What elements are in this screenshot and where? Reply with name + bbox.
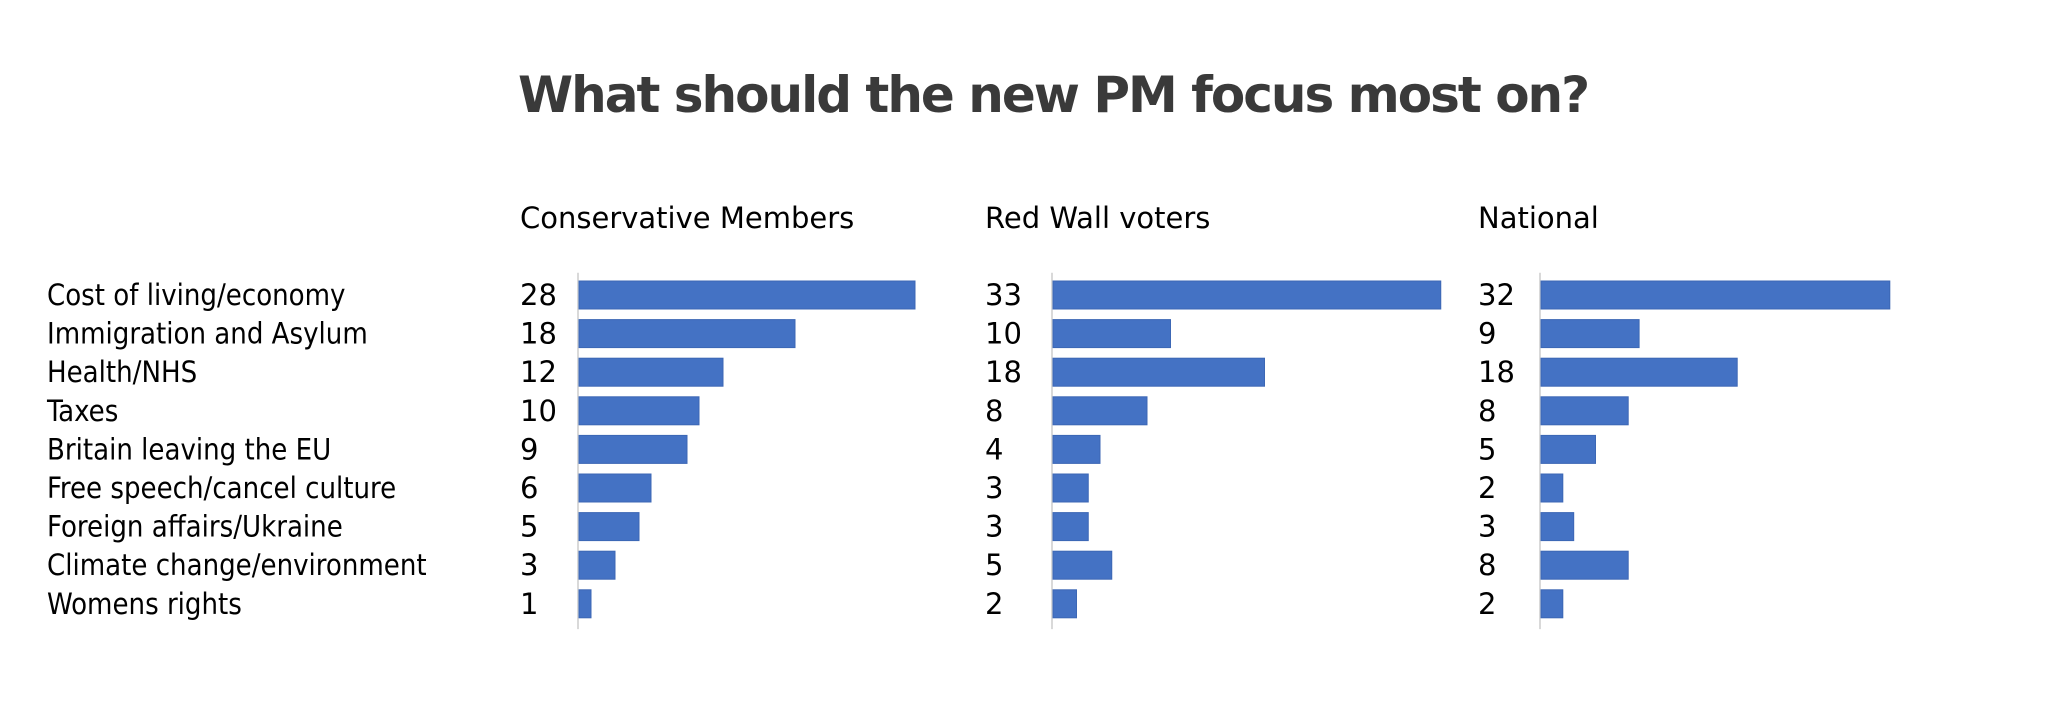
data-label: 2 [1478, 471, 1496, 505]
data-label: 18 [520, 317, 557, 351]
category-label: Health/NHS [47, 355, 197, 389]
data-label: 18 [1478, 355, 1515, 389]
category-label: Taxes [46, 394, 118, 428]
data-label: 3 [985, 471, 1003, 505]
data-label: 5 [985, 548, 1003, 582]
category-label: Cost of living/economy [47, 278, 346, 312]
chart-title: What should the new PM focus most on? [518, 66, 1590, 124]
bar [578, 550, 616, 580]
data-label: 10 [985, 317, 1022, 351]
data-label: 3 [1478, 510, 1496, 544]
bar [1052, 550, 1113, 580]
panel-title: National [1478, 201, 1599, 235]
category-label: Britain leaving the EU [47, 432, 331, 466]
category-label: Immigration and Asylum [47, 317, 368, 351]
bar [578, 319, 796, 349]
data-label: 33 [985, 278, 1022, 312]
data-label: 8 [985, 394, 1003, 428]
data-label: 5 [1478, 432, 1496, 466]
data-label: 4 [985, 432, 1003, 466]
bar [578, 434, 688, 464]
bar [1052, 434, 1101, 464]
bar [1540, 589, 1564, 619]
category-label: Free speech/cancel culture [47, 471, 396, 505]
data-label: 8 [1478, 548, 1496, 582]
bar [1052, 589, 1077, 619]
bar [578, 396, 700, 426]
bar [1540, 434, 1596, 464]
data-label: 28 [520, 278, 557, 312]
bar [1540, 280, 1891, 310]
bar [1052, 396, 1148, 426]
data-label: 8 [1478, 394, 1496, 428]
bar [578, 589, 592, 619]
category-label: Womens rights [47, 587, 242, 621]
data-label: 5 [520, 510, 538, 544]
bar [1052, 512, 1089, 542]
data-label: 18 [985, 355, 1022, 389]
data-label: 9 [520, 432, 538, 466]
bar [578, 473, 652, 503]
bar [578, 280, 916, 310]
data-label: 32 [1478, 278, 1515, 312]
data-label: 6 [520, 471, 538, 505]
category-label: Foreign affairs/Ukraine [47, 510, 343, 544]
bar [1540, 473, 1564, 503]
bar [1540, 396, 1629, 426]
bar [1052, 280, 1442, 310]
data-label: 1 [520, 587, 538, 621]
bar [1052, 473, 1089, 503]
panel-title: Red Wall voters [985, 201, 1210, 235]
bar [578, 512, 640, 542]
data-label: 2 [1478, 587, 1496, 621]
data-label: 2 [985, 587, 1003, 621]
data-label: 12 [520, 355, 557, 389]
bar [578, 357, 724, 387]
bar [1540, 512, 1575, 542]
bar [1540, 550, 1629, 580]
data-label: 3 [520, 548, 538, 582]
panel-title: Conservative Members [520, 201, 854, 235]
bar [1540, 319, 1640, 349]
category-label: Climate change/environment [47, 548, 427, 582]
bar [1052, 319, 1171, 349]
data-label: 3 [985, 510, 1003, 544]
bar [1540, 357, 1738, 387]
bar [1052, 357, 1265, 387]
data-label: 9 [1478, 317, 1496, 351]
data-label: 10 [520, 394, 557, 428]
